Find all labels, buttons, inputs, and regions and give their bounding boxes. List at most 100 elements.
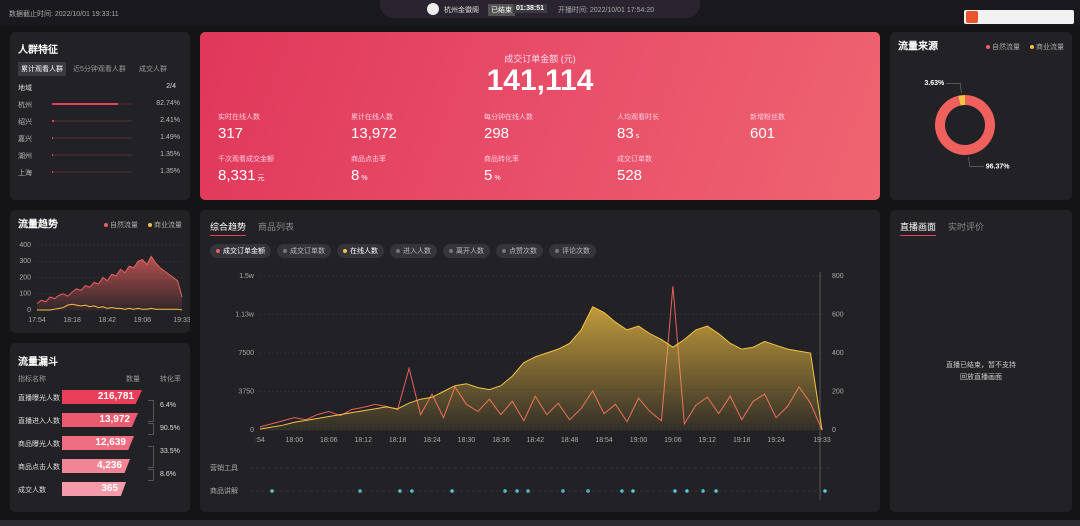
x-tick-label: 18:06 bbox=[320, 437, 338, 444]
funnel-panel: 流量漏斗 指标名称 数量 转化率 直播曝光人数 216,781 直播进入人数 13,972 商… bbox=[10, 343, 190, 512]
kpi-value: 8% bbox=[351, 167, 368, 185]
kpi-label: 新增粉丝数 bbox=[750, 114, 785, 121]
series-toggle[interactable]: 评论次数 bbox=[549, 244, 596, 258]
funnel-value: 216,781 bbox=[97, 391, 134, 402]
y-tick-label: 400 bbox=[19, 242, 31, 249]
region-bar bbox=[52, 120, 54, 122]
live-message: 回放直播画面 bbox=[960, 374, 1002, 381]
funnel-bar bbox=[62, 413, 138, 427]
x-tick-label: 17:54 bbox=[28, 317, 46, 324]
region-bar bbox=[52, 137, 54, 139]
line bbox=[37, 303, 183, 311]
rate: 6.4% bbox=[160, 402, 176, 409]
pie-chart: 流量来源 商业流量 自然流量 96.37% 3.63% bbox=[898, 40, 1064, 171]
y-tick-label: 1.5w bbox=[239, 273, 255, 280]
line bbox=[259, 306, 823, 431]
legend-label: 商业流量 bbox=[154, 220, 182, 229]
slice-label: 3.63% bbox=[924, 80, 945, 87]
toggle-dot bbox=[283, 249, 287, 253]
bracket bbox=[148, 423, 154, 435]
region-label: 地域 bbox=[18, 85, 32, 92]
tab[interactable]: 成交人群 bbox=[139, 66, 167, 73]
tab[interactable]: 实时评价 bbox=[948, 222, 985, 232]
kpi-number: 8 bbox=[351, 167, 360, 184]
x-tick-label: 18:12 bbox=[354, 437, 372, 444]
kpi-number: 528 bbox=[617, 167, 643, 184]
y-tick-label: 100 bbox=[19, 291, 31, 298]
kpi-value: 5% bbox=[484, 167, 501, 185]
x-tick-label: 19:24 bbox=[767, 437, 785, 444]
live-message: 直播已结束，暂不支持 bbox=[946, 362, 1016, 369]
series-toggle[interactable]: 离开人数 bbox=[443, 244, 490, 258]
y-tick-label: 800 bbox=[832, 273, 844, 280]
leader-line bbox=[946, 82, 962, 94]
kpi-unit: % bbox=[361, 175, 368, 182]
y-tick-label: 300 bbox=[19, 258, 31, 265]
region-bar bbox=[52, 103, 119, 105]
funnel-value: 13,972 bbox=[99, 414, 130, 425]
funnel-header: 数量 bbox=[126, 376, 140, 383]
region-share: 2.41% bbox=[160, 117, 180, 124]
kpi-unit: s bbox=[635, 133, 640, 140]
header: 数据截止时间: 2022/10/01 19:33:11 杭州金徽阁 已结束 01… bbox=[0, 0, 1080, 26]
funnel-name: 成交人数 bbox=[18, 487, 46, 494]
tab[interactable]: 综合趋势 bbox=[210, 220, 247, 236]
region-name: 嘉兴 bbox=[18, 136, 32, 143]
kpi-number: 601 bbox=[750, 125, 776, 142]
bracket bbox=[148, 469, 154, 481]
tab[interactable]: 商品列表 bbox=[258, 222, 295, 232]
kpi-unit: 元 bbox=[257, 175, 265, 182]
funnel-value: 12,639 bbox=[95, 437, 126, 448]
rate: 90.5% bbox=[160, 425, 180, 432]
series-toggle[interactable]: 成交订单数 bbox=[277, 244, 331, 258]
kpi-number: 5 bbox=[484, 167, 493, 184]
kpi-value: 8,331 元 bbox=[218, 167, 265, 185]
toggle-label: 点赞次数 bbox=[509, 248, 537, 255]
bar-track bbox=[52, 154, 132, 156]
toggle-dot bbox=[502, 249, 506, 253]
x-tick-label: 18:42 bbox=[526, 437, 544, 444]
x-tick-label: 18:18 bbox=[63, 317, 81, 324]
x-tick-label: 19:33 bbox=[173, 317, 190, 324]
tab[interactable]: 累计观看人群 bbox=[18, 62, 66, 76]
x-tick-label: :54 bbox=[255, 437, 265, 444]
region-bar bbox=[52, 154, 54, 156]
kpi-label: 商品点击率 bbox=[351, 156, 386, 163]
tab[interactable]: 直播画面 bbox=[900, 220, 937, 236]
kpi-value: 317 bbox=[218, 125, 243, 143]
funnel-name: 直播进入人数 bbox=[18, 418, 60, 425]
toggle-dot bbox=[216, 249, 220, 253]
cutoff: 数据截止时间: 2022/10/01 19:33:11 bbox=[9, 11, 119, 18]
series-toggle[interactable]: 在线人数 bbox=[337, 244, 384, 258]
tab[interactable]: 近5分钟观看人群 bbox=[73, 66, 126, 73]
y-tick-label: 200 bbox=[832, 388, 844, 395]
live-panel: 直播已结束，暂不支持 回放直播画面 直播画面 实时评价 bbox=[890, 210, 1072, 512]
y-tick-label: 0 bbox=[27, 307, 31, 314]
toggle-dot bbox=[396, 249, 400, 253]
duration: 01:38:51 bbox=[513, 4, 548, 13]
trend-panel: 流量趋势 商业流量 自然流量 0 100 200 300 400 17:54 18:18 18:42… bbox=[10, 210, 190, 333]
legend-dot bbox=[1030, 45, 1034, 49]
kpi-number: 13,972 bbox=[351, 125, 397, 142]
panel-title: 流量来源 bbox=[898, 40, 938, 53]
funnel-bar bbox=[62, 390, 142, 404]
series-toggle[interactable]: 成交订单金额 bbox=[210, 244, 271, 258]
kpi-unit: % bbox=[494, 175, 501, 182]
bar-track bbox=[52, 171, 132, 173]
bracket bbox=[148, 400, 154, 422]
avatar bbox=[427, 3, 439, 15]
region-share: 1.49% bbox=[160, 134, 180, 141]
series-toggle[interactable]: 点赞次数 bbox=[496, 244, 543, 258]
y-tick-label: 200 bbox=[19, 274, 31, 281]
kpi-label: 千次观看成交金额 bbox=[218, 156, 274, 163]
pager[interactable]: 2/4 bbox=[166, 83, 176, 90]
toggle-label: 在线人数 bbox=[350, 248, 378, 255]
kpi-value: 83 s bbox=[617, 125, 639, 143]
x-tick-label: 18:18 bbox=[389, 437, 407, 444]
bar-track bbox=[52, 120, 132, 122]
x-tick-label: 18:30 bbox=[458, 437, 476, 444]
series-toggle[interactable]: 进入人数 bbox=[390, 244, 437, 258]
x-tick-label: 19:06 bbox=[134, 317, 152, 324]
y-tick-label: 3750 bbox=[238, 388, 254, 395]
